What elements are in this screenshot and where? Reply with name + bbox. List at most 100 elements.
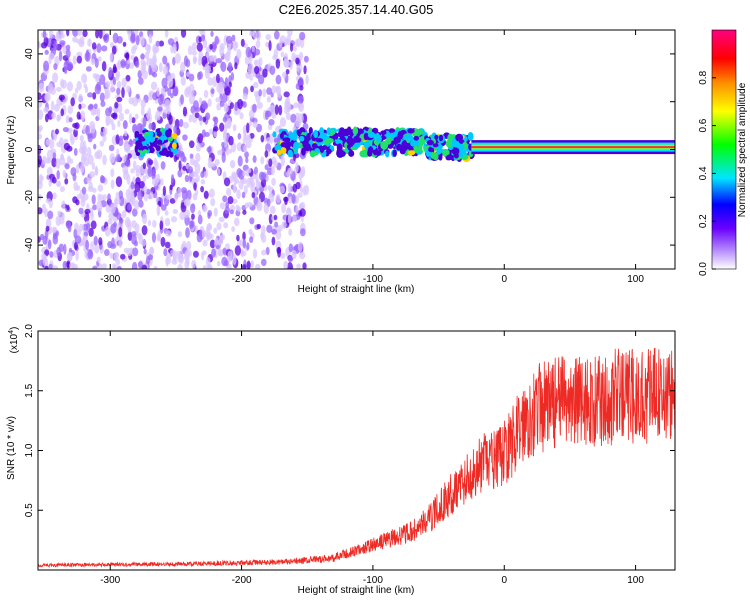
y-tick-label: -40 xyxy=(24,237,35,252)
scatter-blob xyxy=(289,61,293,70)
scatter-blob xyxy=(73,241,78,251)
scatter-blob xyxy=(164,210,169,216)
scatter-blob xyxy=(177,169,183,178)
band-blob xyxy=(407,150,416,156)
scatter-blob xyxy=(165,230,172,237)
band-blob xyxy=(158,151,165,156)
scatter-blob xyxy=(271,85,277,94)
scatter-blob xyxy=(78,93,83,103)
scatter-blob xyxy=(241,264,247,269)
scatter-blob xyxy=(207,210,213,217)
scatter-blob xyxy=(295,83,301,90)
scatter-blob xyxy=(113,264,118,269)
band-blob xyxy=(274,144,282,152)
scatter-blob xyxy=(253,59,258,66)
scatter-blob xyxy=(69,158,74,164)
scatter-blob xyxy=(80,164,85,174)
scatter-blob xyxy=(247,168,252,174)
band-blob xyxy=(326,148,332,155)
scatter-blob xyxy=(145,256,151,265)
scatter-blob xyxy=(73,148,78,156)
colorbar-tick-label: 0.0 xyxy=(698,262,709,276)
scatter-blob xyxy=(268,213,273,225)
scatter-blob xyxy=(67,62,74,71)
scatter-blob xyxy=(52,192,57,200)
scatter-blob xyxy=(167,77,174,88)
scatter-blob xyxy=(76,55,83,64)
scatter-blob xyxy=(131,261,138,269)
scatter-blob xyxy=(260,156,265,165)
band-blob xyxy=(413,135,420,141)
scatter-blob xyxy=(201,129,206,138)
spectrogram-marks xyxy=(38,30,675,269)
scatter-blob xyxy=(183,198,189,207)
band-blob xyxy=(298,135,305,142)
scatter-blob xyxy=(273,30,280,40)
band-blob xyxy=(334,132,339,140)
scatter-blob xyxy=(148,33,153,44)
scatter-blob xyxy=(303,65,307,75)
scatter-blob xyxy=(188,73,195,82)
scatter-blob xyxy=(194,112,200,119)
scatter-blob xyxy=(138,199,144,208)
scatter-blob xyxy=(151,232,157,243)
scatter-blob xyxy=(115,134,120,145)
scatter-blob xyxy=(149,58,154,68)
scatter-blob xyxy=(265,246,270,255)
band-blob xyxy=(320,147,325,153)
scatter-blob xyxy=(248,121,253,127)
scatter-blob xyxy=(126,203,132,211)
scatter-blob xyxy=(245,157,249,164)
spectrogram-ylabel: Frequency (Hz) xyxy=(6,116,17,185)
band-blob xyxy=(428,146,433,153)
scatter-blob xyxy=(124,108,130,115)
scatter-blob xyxy=(85,239,90,251)
scatter-blob xyxy=(300,216,304,223)
scatter-blob xyxy=(99,74,106,85)
y-tick-label: 1.0 xyxy=(24,443,35,457)
scatter-blob xyxy=(52,40,58,51)
scatter-blob xyxy=(157,94,164,106)
scatter-blob xyxy=(136,122,143,133)
scatter-blob xyxy=(196,42,203,52)
scatter-blob xyxy=(183,209,190,219)
scatter-blob xyxy=(298,95,304,104)
scatter-blob xyxy=(255,40,261,49)
scatter-blob xyxy=(152,72,158,78)
scatter-blob xyxy=(94,165,98,177)
scatter-blob xyxy=(162,185,166,197)
scatter-blob xyxy=(130,32,136,43)
scatter-blob xyxy=(115,176,123,188)
scatter-blob xyxy=(299,251,306,260)
scatter-blob xyxy=(133,44,138,51)
scatter-blob xyxy=(128,97,135,105)
band-blob xyxy=(134,130,140,138)
scatter-blob xyxy=(160,236,166,248)
scatter-blob xyxy=(95,30,100,39)
scatter-blob xyxy=(100,100,106,107)
scatter-blob xyxy=(184,251,190,262)
scatter-blob xyxy=(230,72,235,81)
scatter-blob xyxy=(260,135,265,143)
scatter-blob xyxy=(112,76,117,86)
scatter-blob xyxy=(237,155,243,167)
scatter-blob xyxy=(147,219,152,227)
scatter-blob xyxy=(293,102,299,109)
scatter-blob xyxy=(262,68,268,78)
scatter-blob xyxy=(249,31,255,37)
scatter-blob xyxy=(240,38,245,47)
snr-xlabel: Height of straight line (km) xyxy=(298,585,415,596)
band-blob xyxy=(392,149,397,157)
scatter-blob xyxy=(236,49,242,60)
x-tick-label: 100 xyxy=(627,274,644,285)
scatter-blob xyxy=(250,85,254,93)
scatter-blob xyxy=(192,55,197,65)
scatter-blob xyxy=(295,162,299,173)
scatter-blob xyxy=(214,35,219,45)
y-tick-label: 0.5 xyxy=(24,503,35,517)
scatter-blob xyxy=(97,107,101,118)
scatter-blob xyxy=(162,65,169,76)
colorbar-tick-label: 0.8 xyxy=(698,70,709,84)
scatter-blob xyxy=(62,126,69,133)
scatter-blob xyxy=(38,109,44,120)
